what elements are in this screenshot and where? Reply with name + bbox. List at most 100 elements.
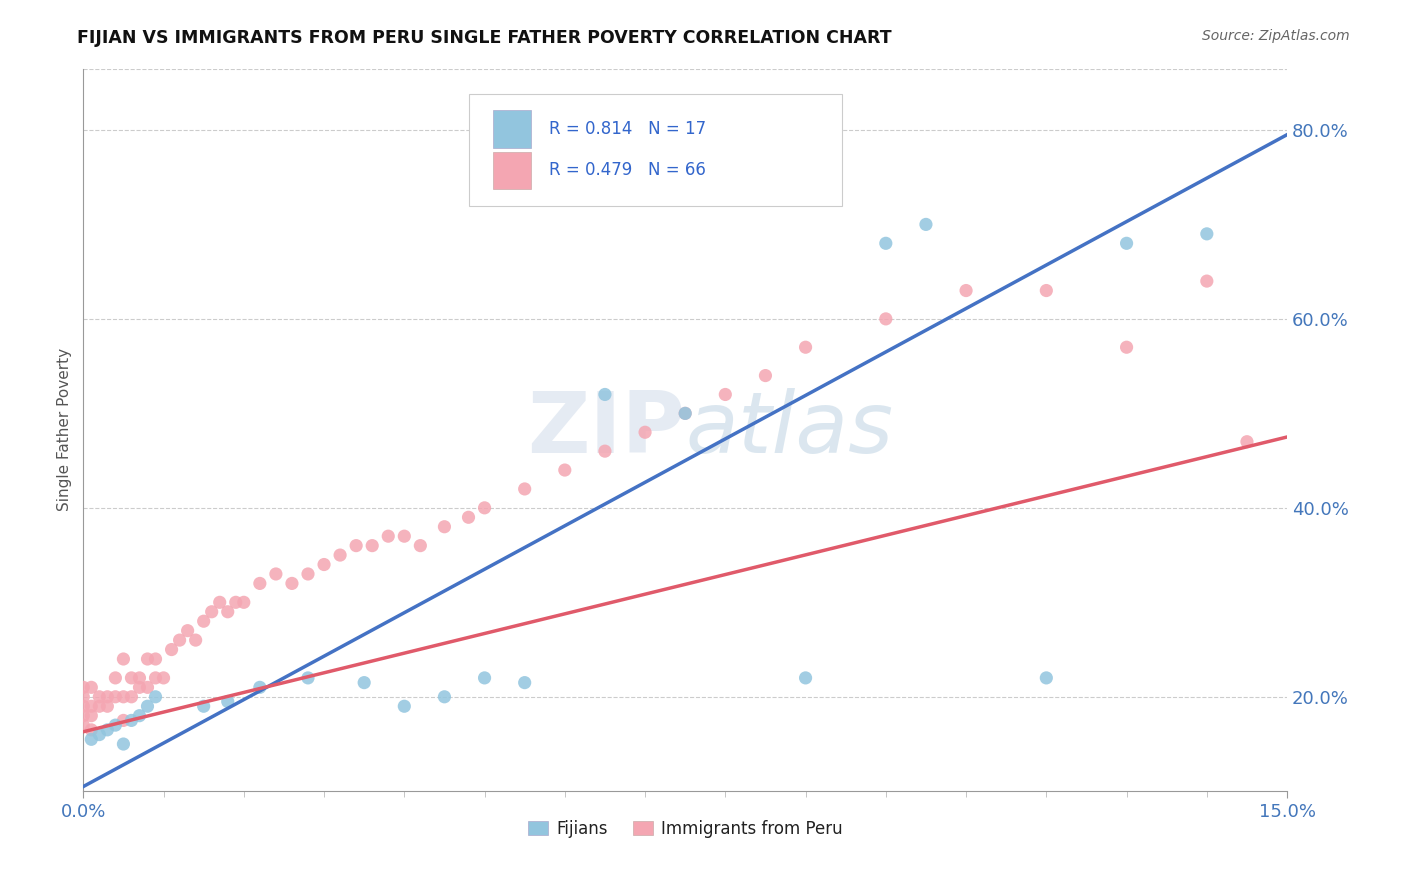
Point <box>1195 274 1218 288</box>
Point <box>120 671 142 685</box>
Text: FIJIAN VS IMMIGRANTS FROM PERU SINGLE FATHER POVERTY CORRELATION CHART: FIJIAN VS IMMIGRANTS FROM PERU SINGLE FA… <box>77 29 891 46</box>
Point <box>72 718 94 732</box>
Point <box>1115 236 1137 251</box>
Point <box>297 671 319 685</box>
Point <box>80 723 103 737</box>
Point <box>201 605 224 619</box>
Point <box>1195 227 1218 241</box>
Point <box>89 699 111 714</box>
Point <box>128 681 150 695</box>
Point <box>554 463 576 477</box>
Point <box>433 690 456 704</box>
Point <box>96 723 118 737</box>
Point <box>249 681 271 695</box>
Point <box>457 510 479 524</box>
Point <box>193 614 215 628</box>
Point <box>112 714 135 728</box>
Point <box>152 671 174 685</box>
Text: Source: ZipAtlas.com: Source: ZipAtlas.com <box>1202 29 1350 43</box>
Point <box>875 236 897 251</box>
Point <box>634 425 657 440</box>
Point <box>264 566 287 581</box>
FancyBboxPatch shape <box>492 111 531 148</box>
Point <box>80 732 103 747</box>
FancyBboxPatch shape <box>468 94 842 206</box>
Point <box>1035 284 1057 298</box>
Point <box>128 708 150 723</box>
Point <box>794 671 817 685</box>
Point <box>104 690 127 704</box>
Point <box>1115 340 1137 354</box>
Point <box>673 406 696 420</box>
Point <box>89 690 111 704</box>
Point <box>80 708 103 723</box>
Text: ZIP: ZIP <box>527 388 685 471</box>
Point <box>281 576 304 591</box>
Point <box>208 595 231 609</box>
Point <box>329 548 352 562</box>
Point <box>513 482 536 496</box>
Point <box>474 500 496 515</box>
Point <box>593 444 616 458</box>
Point <box>232 595 254 609</box>
Legend: Fijians, Immigrants from Peru: Fijians, Immigrants from Peru <box>522 813 849 845</box>
Point <box>474 671 496 685</box>
Point <box>361 539 384 553</box>
Point <box>593 387 616 401</box>
Point <box>136 699 159 714</box>
Point <box>136 652 159 666</box>
Point <box>754 368 776 383</box>
Text: R = 0.479   N = 66: R = 0.479 N = 66 <box>550 161 706 179</box>
Point <box>714 387 737 401</box>
Point <box>72 681 94 695</box>
Point <box>312 558 335 572</box>
Point <box>96 690 118 704</box>
Point <box>193 699 215 714</box>
Text: R = 0.814   N = 17: R = 0.814 N = 17 <box>550 120 706 138</box>
Point <box>409 539 432 553</box>
Point <box>128 671 150 685</box>
Point <box>120 714 142 728</box>
Point <box>169 633 191 648</box>
Point <box>217 605 239 619</box>
Point <box>217 694 239 708</box>
Point <box>72 690 94 704</box>
Point <box>120 690 142 704</box>
Point <box>136 681 159 695</box>
Point <box>80 681 103 695</box>
Text: atlas: atlas <box>685 388 893 471</box>
Y-axis label: Single Father Poverty: Single Father Poverty <box>58 349 72 511</box>
Point <box>915 218 938 232</box>
Point <box>297 566 319 581</box>
Point <box>513 675 536 690</box>
Point <box>1236 434 1258 449</box>
FancyBboxPatch shape <box>492 152 531 189</box>
Point <box>145 690 167 704</box>
Point <box>794 340 817 354</box>
Point <box>225 595 247 609</box>
Point <box>89 728 111 742</box>
Point <box>394 699 416 714</box>
Point <box>96 699 118 714</box>
Point <box>875 311 897 326</box>
Point <box>160 642 183 657</box>
Point <box>145 652 167 666</box>
Point <box>249 576 271 591</box>
Point <box>112 652 135 666</box>
Point <box>344 539 367 553</box>
Point <box>72 699 94 714</box>
Point <box>80 699 103 714</box>
Point <box>353 675 375 690</box>
Point <box>394 529 416 543</box>
Point <box>104 671 127 685</box>
Point <box>145 671 167 685</box>
Point <box>104 718 127 732</box>
Point <box>112 737 135 751</box>
Point <box>377 529 399 543</box>
Point <box>673 406 696 420</box>
Point <box>433 520 456 534</box>
Point <box>176 624 198 638</box>
Point <box>72 708 94 723</box>
Point <box>1035 671 1057 685</box>
Point <box>955 284 977 298</box>
